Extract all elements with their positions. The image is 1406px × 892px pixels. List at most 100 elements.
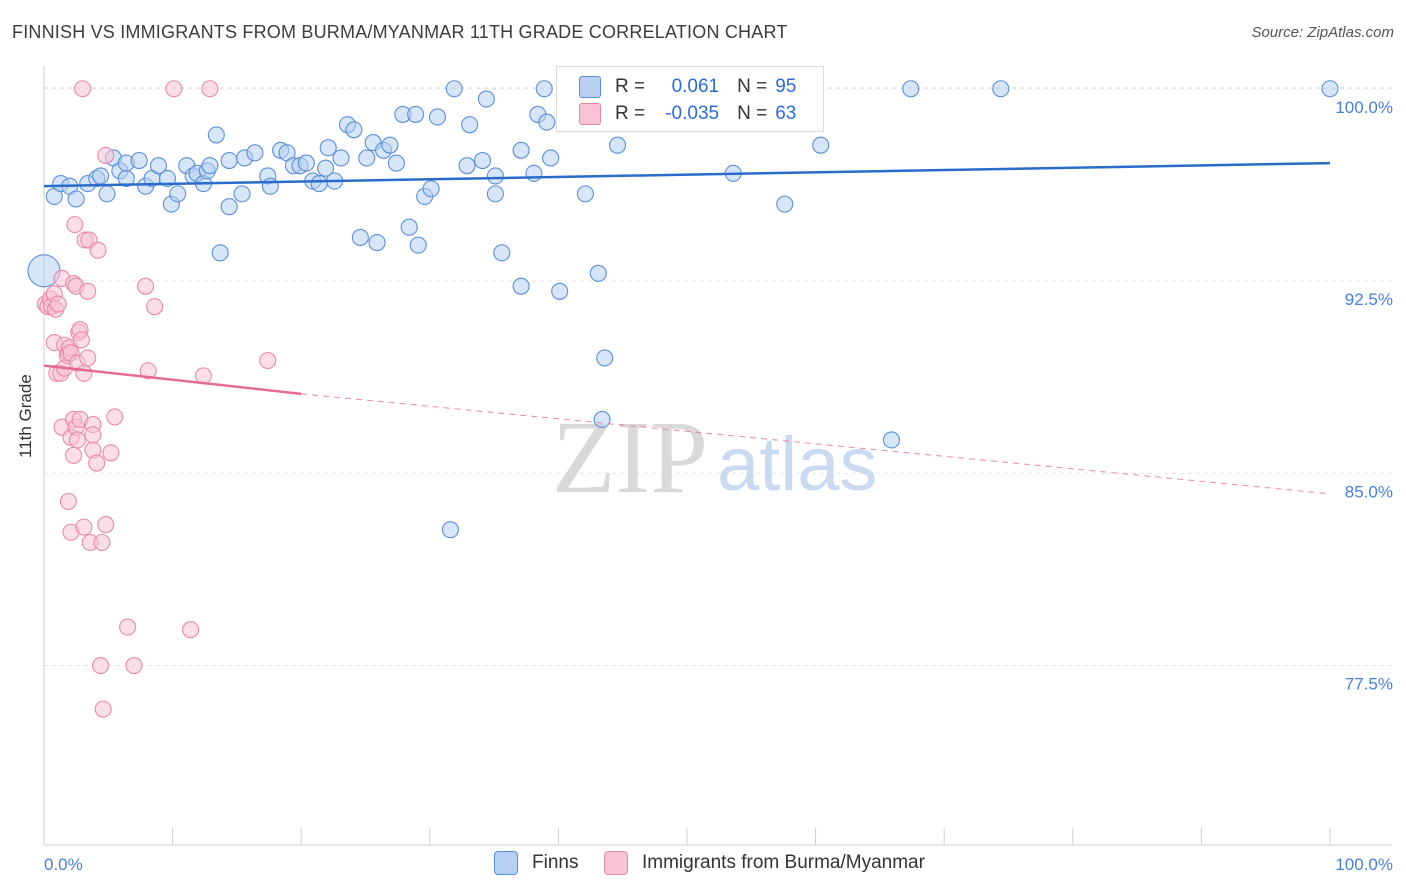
burma-point [125,657,143,675]
y-tick-label: 85.0% [1345,482,1393,501]
burma-point [93,533,111,552]
burma-trend-line [43,364,302,396]
watermark-atlas: atlas [717,422,878,507]
finns-point [441,521,459,539]
burma-point [66,216,84,234]
finns-point [596,349,614,367]
finns-point [525,164,543,182]
legend-burma-label: Immigrants from Burma/Myanmar [642,852,925,873]
finns-point [551,282,569,300]
finns-point [246,144,264,162]
finns-point [538,113,556,131]
finns-swatch [579,76,601,98]
series-legend: Finns Immigrants from Burma/Myanmar [0,851,1406,879]
burma-point [119,618,137,636]
tick-labels: 77.5% 85.0% 92.5% 100.0% 0.0% 100.0% [44,98,1393,874]
finns-point [317,159,335,177]
burma-point [137,277,155,295]
stats-row-burma: R = -0.035 N = 63 [579,100,796,128]
legend-item-burma[interactable]: Immigrants from Burma/Myanmar [604,851,925,875]
finns-r-label: R = [615,76,646,97]
finns-point [512,141,530,159]
finns-point [409,236,427,254]
finns-point [98,185,116,203]
burma-point [201,80,219,98]
finns-point [233,185,251,203]
finns-point [882,431,901,449]
finns-r-value: 0.061 [671,76,720,97]
stats-row-finns: R = 0.061 N = 95 [579,73,796,101]
burma-n-label: N = [737,103,768,124]
finns-point [512,277,530,295]
burma-point [75,364,93,382]
finns-point [400,218,418,236]
burma-point [146,298,164,316]
y-tick-label: 92.5% [1345,290,1393,309]
burma-point [102,444,120,462]
burma-point [94,700,112,718]
burma-point [79,282,97,300]
finns-point [220,151,238,170]
finns-point [589,264,607,282]
finns-point [428,108,447,126]
axes [43,66,1392,846]
finns-point [486,167,504,185]
finns-point [542,149,560,167]
burma-point [97,146,115,164]
finns-point [261,177,279,195]
legend-item-finns[interactable]: Finns [494,851,578,875]
burma-point [49,295,67,313]
data-points [27,80,1339,718]
x-tick-label-end: 100.0% [1335,855,1393,874]
finns-point [445,80,463,98]
finns-point [332,149,350,167]
finns-point [220,198,238,216]
finns-point [1321,80,1339,98]
legend-burma-swatch [604,851,628,875]
legend-finns-swatch [494,851,518,875]
burma-point [59,492,77,511]
finns-point [310,175,328,193]
finns-point [486,185,504,203]
finns-trend-line [43,161,1331,188]
x-tick-label-start: 0.0% [44,855,83,874]
finns-point [92,167,110,185]
stats-legend: R = 0.061 N = 95 R = -0.035 N = 63 [556,66,824,132]
finns-point [477,90,495,108]
finns-point [368,234,386,252]
finns-point [207,126,225,144]
watermark: ZIP atlas [552,400,878,515]
finns-point [992,80,1010,98]
finns-point [407,105,425,123]
burma-n-value: 63 [775,103,797,124]
burma-point [106,408,124,426]
burma-point [97,516,115,534]
burma-point [259,351,277,370]
finns-n-value: 95 [775,76,797,97]
y-tick-label: 100.0% [1335,98,1393,117]
finns-point [158,169,177,188]
burma-point [182,621,200,639]
finns-point [351,228,369,246]
finns-point [211,244,229,262]
legend-finns-label: Finns [532,852,579,873]
finns-point [422,180,440,198]
burma-point [75,518,93,536]
finns-point [358,149,376,167]
burma-r-label: R = [615,103,646,124]
trend-lines [43,161,1331,495]
finns-point [902,80,920,98]
burma-swatch [579,103,601,125]
finns-point [319,139,337,157]
burma-trend-line-extended [301,393,1331,495]
finns-point [381,136,399,154]
finns-point [609,136,627,154]
finns-point [149,157,168,175]
chart-source: Source: ZipAtlas.com [1251,24,1394,41]
finns-point [130,151,148,170]
finns-point [576,185,594,203]
finns-point [67,190,85,208]
finns-point [297,154,315,172]
finns-point [169,185,187,203]
